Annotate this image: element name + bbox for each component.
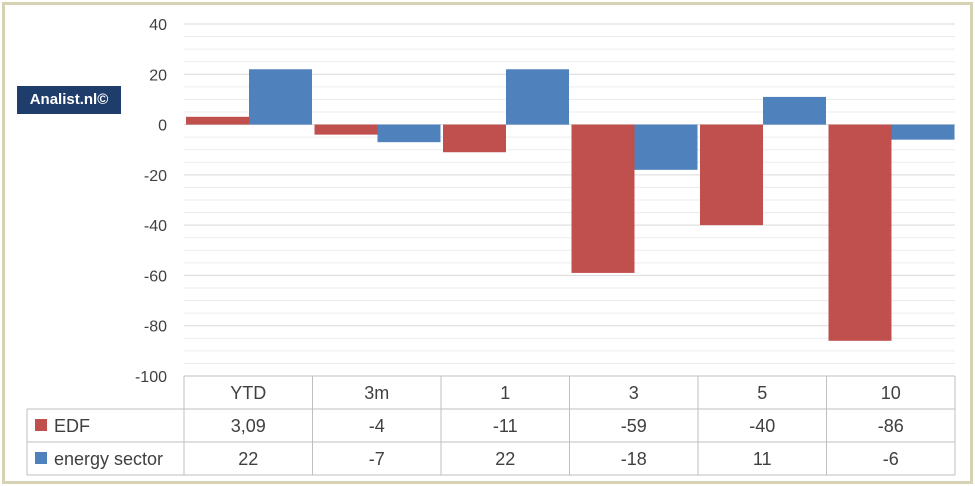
y-tick-label: -20 bbox=[144, 168, 167, 185]
bar-edf bbox=[186, 116, 249, 125]
y-tick-label: -60 bbox=[144, 268, 167, 285]
data-label: -11 bbox=[493, 416, 518, 436]
data-label: 11 bbox=[753, 449, 772, 469]
legend-label: EDF bbox=[54, 416, 90, 436]
y-tick-label: -100 bbox=[135, 369, 167, 386]
y-tick-label: 0 bbox=[158, 118, 167, 135]
y-tick-label: 20 bbox=[149, 67, 167, 84]
y-tick-label: -80 bbox=[144, 319, 167, 336]
category-label: YTD bbox=[230, 383, 266, 403]
bar-edf bbox=[314, 124, 378, 135]
data-label: 22 bbox=[238, 449, 258, 469]
data-label: 22 bbox=[495, 449, 515, 469]
legend-label: energy sector bbox=[54, 449, 163, 469]
bar-energy-sector bbox=[891, 124, 955, 140]
data-label: -59 bbox=[621, 416, 647, 436]
data-label: -18 bbox=[621, 449, 647, 469]
bar-edf bbox=[443, 124, 506, 153]
bar-energy-sector bbox=[634, 124, 698, 170]
data-label: -7 bbox=[369, 449, 385, 469]
bar-energy-sector bbox=[249, 69, 312, 125]
bar-edf bbox=[700, 124, 763, 226]
category-label: 3 bbox=[629, 383, 639, 403]
category-label: 5 bbox=[757, 383, 767, 403]
category-label: 1 bbox=[500, 383, 510, 403]
bar-energy-sector bbox=[377, 124, 441, 143]
data-label: 3,09 bbox=[231, 416, 266, 436]
watermark-logo: Analist.nl© bbox=[17, 86, 121, 114]
category-label: 10 bbox=[881, 383, 901, 403]
legend-swatch-energy-sector bbox=[35, 452, 47, 464]
data-label: -40 bbox=[749, 416, 775, 436]
bar-edf bbox=[571, 124, 635, 273]
y-tick-label: 40 bbox=[149, 17, 167, 34]
bar-energy-sector bbox=[763, 96, 826, 125]
bar-energy-sector bbox=[506, 69, 569, 125]
legend-swatch-edf bbox=[35, 419, 47, 431]
bar-edf bbox=[828, 124, 892, 341]
data-label: -86 bbox=[878, 416, 904, 436]
data-label: -6 bbox=[883, 449, 899, 469]
y-tick-label: -40 bbox=[144, 218, 167, 235]
category-label: 3m bbox=[364, 383, 389, 403]
data-label: -4 bbox=[369, 416, 385, 436]
